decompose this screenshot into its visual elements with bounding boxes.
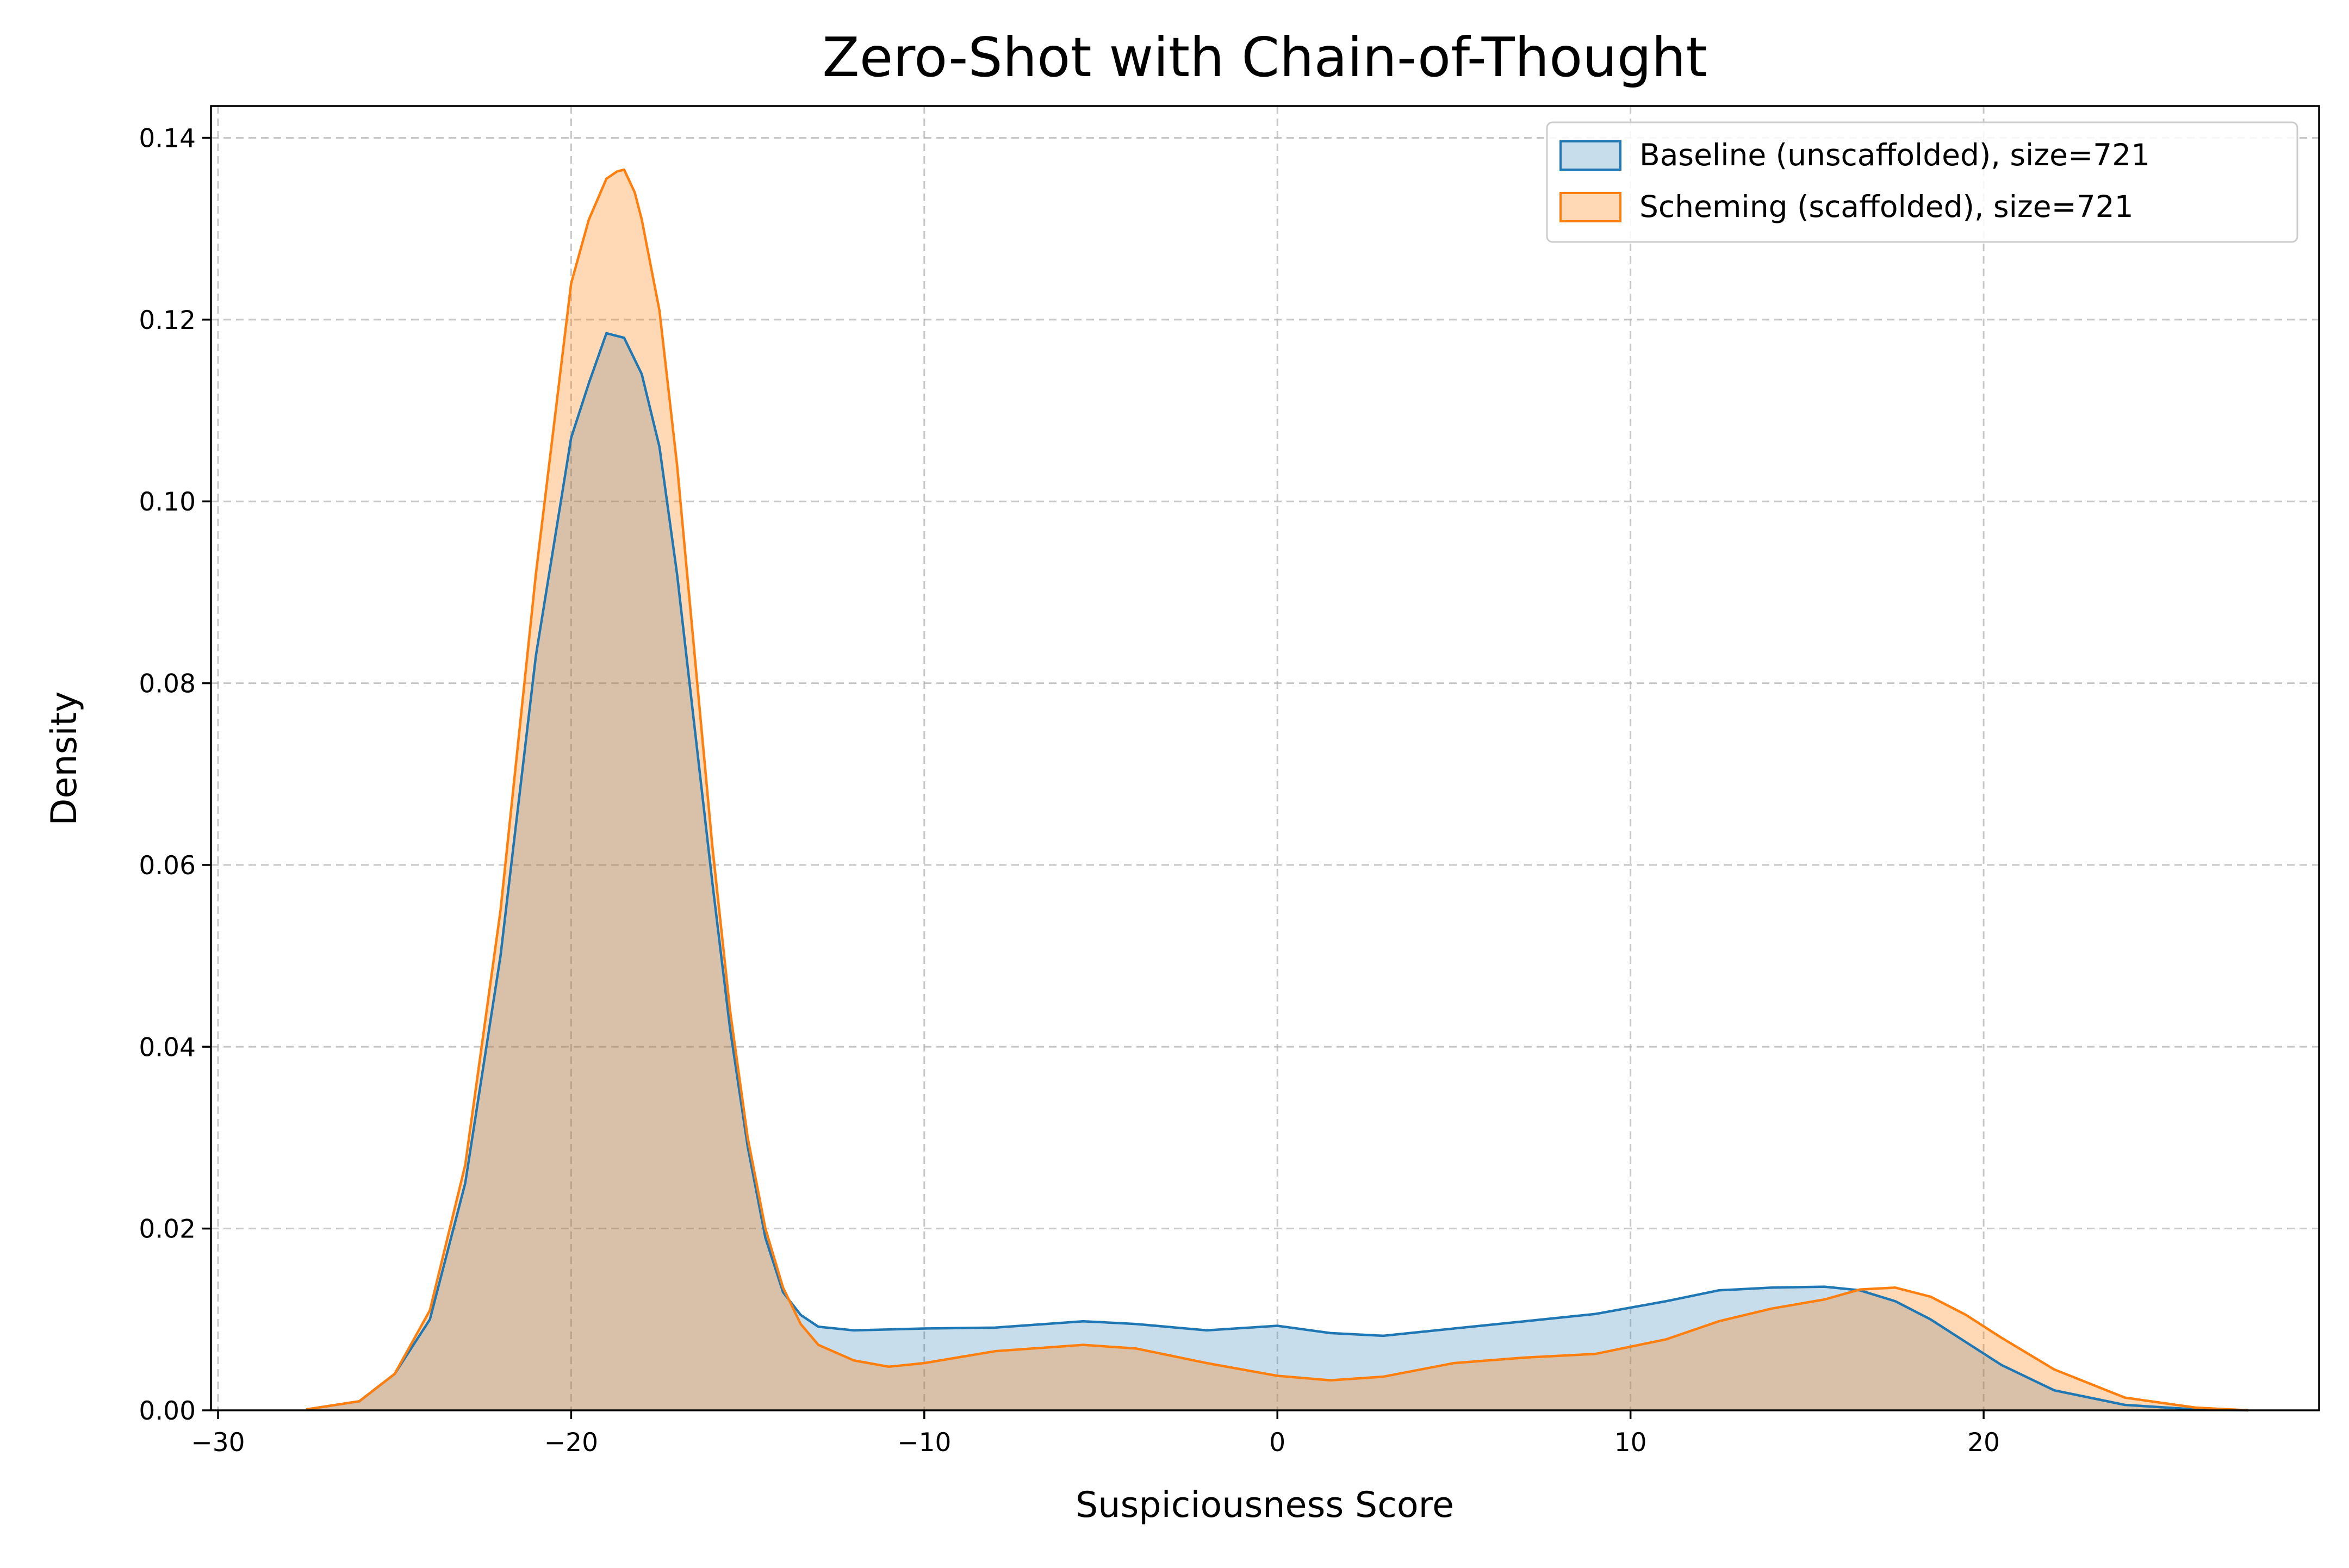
legend-swatch-0: [1559, 140, 1621, 171]
y-tick-label: 0.04: [139, 1032, 196, 1062]
series-line-0: [306, 332, 2249, 1412]
series-line-1: [306, 168, 2249, 1412]
x-tick-label: 0: [1269, 1428, 1285, 1458]
ticks-layer: −30 −20 −10 0 10 20 0.00 0.02 0.04 0.06 0.08 0.10 0.…: [139, 124, 2000, 1458]
x-tick-label: −30: [191, 1428, 245, 1458]
series-area-0: [306, 333, 2249, 1410]
legend: Baseline (unscaffolded), size=721 Schemin…: [1546, 121, 2298, 243]
x-tick-label: 10: [1614, 1428, 1647, 1458]
x-tick-label: 20: [1967, 1428, 2000, 1458]
series-layer: [306, 168, 2249, 1412]
legend-label-0: Baseline (unscaffolded), size=721: [1639, 138, 2150, 172]
legend-box: [1546, 121, 2298, 243]
y-tick-label: 0.10: [139, 487, 196, 517]
chart-title: Zero-Shot with Chain-of-Thought: [822, 26, 1707, 89]
x-tick-label: −20: [544, 1428, 598, 1458]
y-axis-title: Density: [44, 691, 85, 825]
y-tick-label: 0.00: [139, 1396, 196, 1426]
y-tick-label: 0.12: [139, 306, 196, 335]
x-axis-title: Suspiciousness Score: [1076, 1485, 1454, 1526]
series-area-1: [306, 170, 2249, 1410]
y-tick-label: 0.08: [139, 669, 196, 699]
y-tick-label: 0.02: [139, 1215, 196, 1245]
y-tick-label: 0.14: [139, 124, 196, 154]
y-tick-label: 0.06: [139, 851, 196, 881]
legend-swatch-1: [1559, 192, 1621, 222]
x-tick-label: −10: [897, 1428, 951, 1458]
grid-lines: [211, 106, 2319, 1411]
axes-frame: [210, 105, 2320, 1411]
legend-label-1: Scheming (scaffolded), size=721: [1639, 189, 2134, 224]
